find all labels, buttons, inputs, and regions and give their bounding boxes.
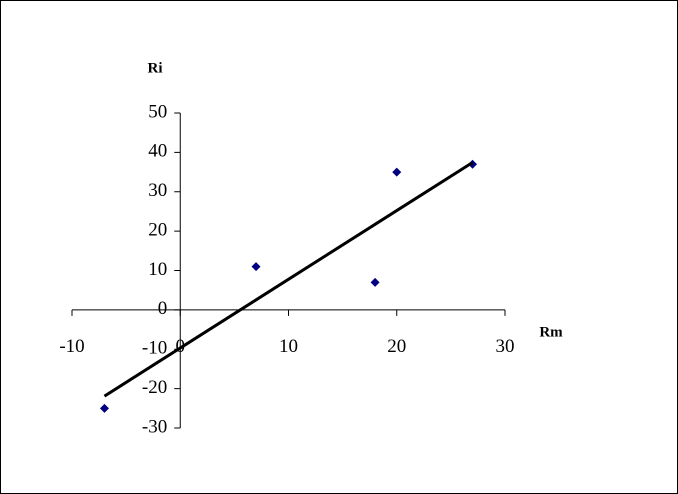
y-tick-label: -10 [142, 338, 167, 359]
y-tick-label: 50 [148, 101, 167, 122]
y-tick-label: 0 [158, 298, 168, 319]
y-tick-label: -30 [142, 416, 167, 437]
x-tick-label: 30 [496, 336, 515, 357]
data-point [370, 277, 380, 287]
x-axis-title: Rm [539, 324, 563, 340]
y-tick-label: 20 [148, 219, 167, 240]
y-tick-label: 10 [148, 259, 167, 280]
data-point [392, 167, 402, 177]
data-point [251, 262, 261, 272]
y-tick-label: -20 [142, 377, 167, 398]
y-axis-title: Ri [148, 60, 163, 76]
trendline [103, 161, 474, 398]
data-point [99, 403, 109, 413]
y-tick-label: 30 [148, 180, 167, 201]
x-tick-label: 20 [387, 336, 406, 357]
x-tick-label: -10 [59, 336, 84, 357]
x-tick-label: 10 [279, 336, 298, 357]
y-tick-label: 40 [148, 141, 167, 162]
